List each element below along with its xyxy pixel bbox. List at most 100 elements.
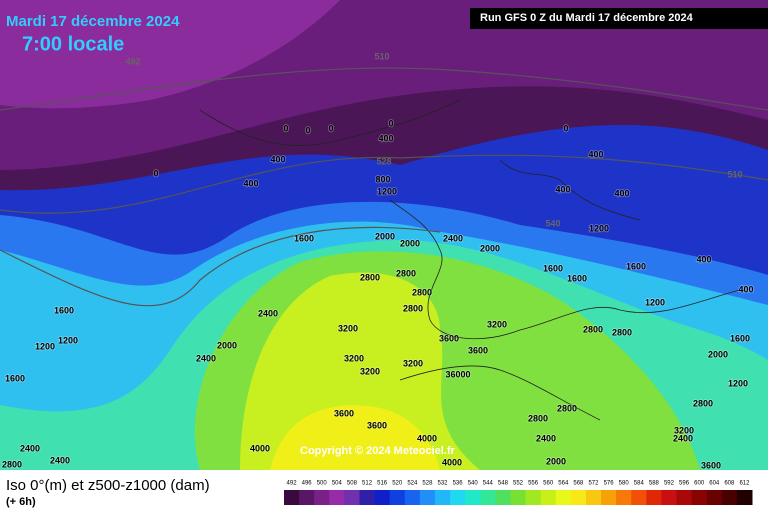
isotherm-label: 400 [588, 149, 603, 159]
geopotential-label: 510 [374, 51, 389, 61]
colorbar-swatch [329, 490, 345, 505]
colorbar-tick: 496 [302, 481, 313, 487]
isotherm-label: 1600 [626, 261, 646, 271]
colorbar-tick: 492 [287, 481, 298, 487]
isotherm-label: 2800 [360, 272, 380, 282]
isotherm-label: 800 [375, 174, 390, 184]
colorbar-swatch [510, 490, 527, 505]
colorbar-swatch [434, 490, 451, 505]
colorbar-tick: 508 [347, 481, 358, 487]
colorbar-tick: 560 [543, 481, 554, 487]
colorbar-swatch [721, 490, 738, 505]
colorbar-swatch [480, 490, 496, 505]
isotherm-label: 400 [696, 254, 711, 264]
isotherm-label: 2000 [708, 349, 728, 359]
colorbar-swatch [691, 490, 708, 505]
colorbar-swatch [404, 490, 421, 505]
colorbar-tick: 552 [513, 481, 524, 487]
geopotential-label: 528 [376, 156, 391, 166]
isotherm-label: 2800 [412, 287, 432, 297]
isotherm-label: 0 [153, 168, 158, 178]
colorbar-swatch [540, 490, 557, 505]
colorbar-tick: 528 [422, 481, 433, 487]
colorbar-swatch [616, 490, 632, 505]
isotherm-label: 2800 [557, 403, 577, 413]
colorbar-swatch [299, 490, 315, 505]
colorbar-tick: 608 [724, 481, 735, 487]
colorbar-tick: 524 [407, 481, 418, 487]
run-info: Run GFS 0 Z du Mardi 17 décembre 2024 [480, 12, 694, 24]
isotherm-label: 2400 [536, 433, 556, 443]
colorbar-tick: 564 [558, 481, 569, 487]
colorbar-tick: 576 [604, 481, 615, 487]
colorbar-tick: 504 [332, 481, 343, 487]
isotherm-label: 1600 [5, 373, 25, 383]
colorbar-swatch [465, 490, 481, 505]
isotherm-label: 2400 [443, 233, 463, 243]
isotherm-label: 2800 [693, 398, 713, 408]
isotherm-label: 4000 [417, 433, 437, 443]
colorbar-swatch [736, 490, 753, 505]
isotherm-label: 400 [555, 184, 570, 194]
colorbar-swatch [359, 490, 376, 505]
isotherm-label: 2000 [546, 456, 566, 466]
colorbar-tick: 540 [468, 481, 479, 487]
isotherm-label: 400 [738, 284, 753, 294]
isotherm-label: 2400 [196, 353, 216, 363]
isotherm-label: 1200 [35, 341, 55, 351]
colorbar-swatch [525, 490, 542, 505]
isotherm-label: 400 [378, 133, 393, 143]
isotherm-label: 3200 [487, 319, 507, 329]
isotherm-label: 3200 [338, 323, 358, 333]
colorbar-tick: 580 [619, 481, 630, 487]
isotherm-label: 0 [283, 123, 288, 133]
colorbar-tick: 532 [438, 481, 449, 487]
colorbar: 492 496 500 504 508 512 516 520 524 528 532 536 540 5… [284, 481, 753, 505]
colorbar-swatch [601, 490, 617, 505]
colorbar-tick: 500 [317, 481, 328, 487]
colorbar-tick: 612 [739, 481, 750, 487]
isotherm-label: 1600 [730, 333, 750, 343]
colorbar-tick: 548 [498, 481, 509, 487]
isotherm-label: 2400 [673, 433, 693, 443]
isotherm-label: 1200 [645, 297, 665, 307]
isotherm-label: 1200 [589, 223, 609, 233]
colorbar-swatch [661, 490, 678, 505]
colorbar-tick: 604 [709, 481, 720, 487]
colorbar-tick: 556 [528, 481, 539, 487]
isotherm-label: 1200 [728, 378, 748, 388]
isotherm-label: 2400 [20, 443, 40, 453]
isotherm-label: 3200 [674, 425, 694, 435]
isotherm-label: 4000 [442, 457, 462, 467]
legend-title: Iso 0°(m) et z500-z1000 (dam) [6, 477, 210, 494]
isotherm-label: 2000 [400, 238, 420, 248]
isotherm-label: 2800 [583, 324, 603, 334]
colorbar-tick: 520 [392, 481, 403, 487]
isotherm-label: 1600 [54, 305, 74, 315]
isotherm-label: 2000 [217, 340, 237, 350]
colorbar-swatch [570, 490, 587, 505]
colorbar-tick: 600 [694, 481, 705, 487]
date-title: Mardi 17 décembre 2024 [6, 13, 180, 30]
colorbar-swatch [706, 490, 723, 505]
isotherm-label: 0 [305, 125, 310, 135]
run-box [470, 8, 768, 29]
isotherm-label: 2800 [528, 413, 548, 423]
colorbar-tick: 568 [573, 481, 584, 487]
colorbar-tick: 588 [649, 481, 660, 487]
isotherm-label: 4000 [250, 443, 270, 453]
copyright: Copyright © 2024 Meteociel.fr [300, 445, 456, 457]
geopotential-label: 510 [727, 169, 742, 179]
isotherm-label: 3600 [701, 460, 721, 470]
isotherm-label: 2800 [396, 268, 416, 278]
isotherm-label: 3600 [334, 408, 354, 418]
colorbar-swatch [585, 490, 602, 505]
isotherm-label: 3200 [403, 358, 423, 368]
forecast-step: (+ 6h) [6, 496, 36, 508]
isotherm-label: 0 [328, 123, 333, 133]
isotherm-label: 3200 [360, 366, 380, 376]
isotherm-label: 400 [270, 154, 285, 164]
colorbar-tick: 536 [453, 481, 464, 487]
